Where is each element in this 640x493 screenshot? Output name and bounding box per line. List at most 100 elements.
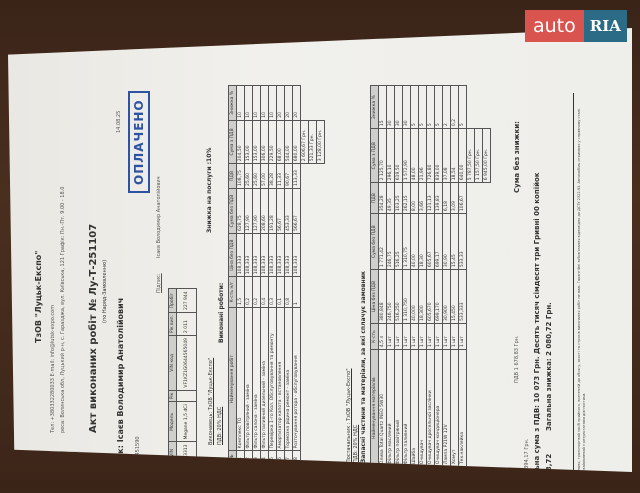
- table-cell: 1: [236, 450, 245, 463]
- table-cell: 699,17: [434, 213, 443, 270]
- table-row: 9 Лампа P21W 12V 1 шт 30,900 30,90 6,18 37,08 2: [442, 85, 451, 472]
- table-cell: 153,00: [252, 120, 261, 164]
- table-cell: 127,90: [252, 188, 261, 234]
- table-row: 4 Фільтр паливний дизельний - заміна 0,4 10…: [260, 85, 269, 463]
- table-cell: 3,09: [450, 182, 459, 214]
- address-label: Адреса:: [128, 472, 134, 493]
- table-row: 11 Тех.наклейка 1 шт 533,333 533,33 106,67 640…: [458, 85, 467, 472]
- table-row: 5 Перевірка 1-го Кол. Обслуговування та р…: [268, 85, 277, 463]
- total-cell: 3 128,00 Грн.: [316, 120, 325, 164]
- table-cell: 839,00: [434, 128, 443, 183]
- table-cell: 229,50: [268, 120, 277, 164]
- parts-supplier: Постачальник : ТзОВ "Луцьк-Експо": [346, 368, 352, 463]
- table-cell: 30,900: [442, 269, 451, 324]
- column-header: Сума з ПДВ: [228, 120, 237, 164]
- table-cell: 246,750: [386, 269, 395, 324]
- table-cell: 20: [292, 85, 301, 121]
- total-row: 5 787,50 Грн.: [466, 86, 475, 473]
- table-cell: 4: [260, 450, 269, 463]
- table-row: 1 Олива Total Quartz INEO 5W30 4,5 л 380,84…: [378, 85, 387, 472]
- table-cell: 191,28: [268, 188, 277, 234]
- table-cell: 40,00: [410, 213, 419, 270]
- company-name: ТзОВ "Луцьк-Експо": [34, 250, 43, 343]
- table-cell: 9: [442, 466, 451, 472]
- table-cell: 11,33: [276, 163, 285, 189]
- table-cell: 0,3: [268, 276, 277, 308]
- table-cell: 726,80: [426, 128, 435, 183]
- table-row: 4 Фільтр паливний 1 шт 1 310,750 1 310,75 262…: [402, 85, 411, 472]
- table-cell: 605,67: [426, 213, 435, 270]
- table-row: 3 Фільтр салона - заміна 0,2 108,333 127,90 2…: [252, 85, 261, 463]
- grand-total: Загальна сума з ПДВ: 10 073 Грн. Десять …: [533, 172, 541, 493]
- table-cell: 680,00: [292, 120, 301, 164]
- works-title: Виконані роботи:: [218, 282, 225, 343]
- table-cell: 1 шт: [442, 323, 451, 350]
- table-cell: 49,35: [386, 182, 395, 214]
- works-executor: Виконавець: ТзОВ "Луцьк-Експо": [208, 357, 214, 445]
- table-cell: 1 310,750: [402, 269, 411, 324]
- table-row: 10 Хомут 1 шт 15,450 15,45 3,09 18,54 0,2: [450, 85, 459, 472]
- table-cell: 20: [284, 85, 293, 121]
- column-header: №: [228, 450, 237, 463]
- table-cell: 30: [394, 85, 403, 129]
- column-header: К-сть н/г: [228, 276, 237, 308]
- watermark-ria: RIA: [583, 10, 627, 42]
- table-cell: 208,60: [260, 188, 269, 234]
- company-address: реса: Волинська обл, Луцький р-н, с. Гар…: [60, 186, 66, 433]
- table-cell: 11: [458, 466, 467, 472]
- document-photo: RENAULT ТзОВ "Луцьк-Експо" Тел: +3803322…: [8, 28, 632, 472]
- table-cell: 628,75: [236, 188, 245, 234]
- table-cell: 1 шт: [410, 323, 419, 350]
- table-cell: 10: [268, 85, 277, 121]
- total-row: 3 128,00 Грн.: [316, 86, 325, 463]
- table-cell: Фільтр салона - заміна: [252, 307, 261, 451]
- table-cell: 57,00: [260, 163, 269, 189]
- table-cell: 108,333: [236, 233, 245, 277]
- table-cell: 5: [458, 85, 467, 129]
- table-row: 2 Фільтр масляний 1 шт 246,750 246,75 49,35 29…: [386, 85, 395, 472]
- watermark-auto: auto: [525, 10, 584, 42]
- table-cell: 8,00: [410, 182, 419, 214]
- signature-label: Підпис:: [156, 273, 162, 293]
- table-cell: 2 125,70: [378, 128, 387, 183]
- works-table: № Найменування робіт К-сть н/г Ціна без ПДВ…: [228, 85, 325, 463]
- table-cell: 566,67: [292, 188, 301, 234]
- table-cell: Фільтр повітряний - заміна: [244, 307, 253, 451]
- table-cell: 37,08: [442, 128, 451, 183]
- table-cell: 533,33: [458, 213, 467, 270]
- table-cell: 0,4: [260, 276, 269, 308]
- table-cell: 7: [426, 466, 435, 472]
- table-cell: Перевірка 1-го Кол. Обслуговування та ре…: [268, 307, 277, 451]
- document-subtitle: (по Наряд-Замовленню): [102, 259, 108, 323]
- table-cell: 30: [386, 85, 395, 129]
- table-cell: 48,00: [410, 128, 419, 183]
- table-cell: 15,45: [450, 213, 459, 270]
- works-vat: ПДВ: 20% НДС: [217, 406, 223, 445]
- table-cell: Лампа P21W 12V: [442, 349, 451, 467]
- total-cell: 521,33 Грн.: [308, 120, 317, 164]
- company-contacts: Тел: +380332280033 E-mail: info@lutsk-ex…: [50, 304, 56, 433]
- table-cell: 3: [394, 466, 403, 472]
- table-row: 7 Очищувач дросельної заслінки 1 шт 605,670…: [426, 85, 435, 472]
- table-cell: 30: [402, 85, 411, 129]
- table-cell: 2: [442, 85, 451, 129]
- table-row: 3 Фільтр повітряний 1 шт 516,250 516,25 103,2…: [394, 85, 403, 472]
- table-row: 7 Тормозна рідина ремонт - заміна 0,8 108,3…: [284, 85, 293, 463]
- table-cell: 10: [252, 85, 261, 121]
- disclaimer: Роботи виконано, транспортний засіб прий…: [573, 93, 587, 472]
- total-discount: Загальна знижка: 2 080,72 Грн.: [545, 302, 553, 431]
- table-cell: 262,15: [402, 182, 411, 214]
- column-header: Сума з ПДВ: [370, 128, 379, 183]
- table-cell: Тормозна рідина ремонт - заміна: [284, 307, 293, 451]
- table-cell: 25,60: [244, 163, 253, 189]
- column-header: ПДВ: [370, 182, 379, 214]
- column-header: Найменування матеріалів: [370, 349, 379, 467]
- paid-stamp: ОПЛАЧЕНО: [128, 91, 150, 193]
- total-cell: 2 606,67 Грн.: [300, 120, 309, 164]
- table-cell: Фільтр паливний: [402, 349, 411, 467]
- invoice-document: RENAULT ТзОВ "Луцьк-Експо" Тел: +3803322…: [28, 73, 628, 493]
- table-cell: 0,2: [450, 85, 459, 129]
- parts-title: Запасні частини та матеріали, за які спл…: [360, 271, 367, 463]
- no-discount-sum: 12 153,72: [545, 453, 553, 493]
- table-cell: Очищувач кондиціонера: [434, 349, 443, 467]
